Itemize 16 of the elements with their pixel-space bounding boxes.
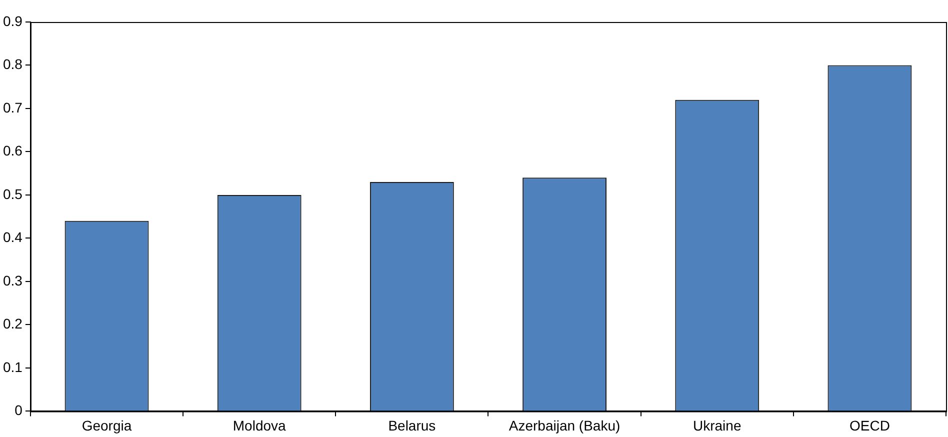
x-tick-label: Azerbaijan (Baku) [508,417,620,434]
y-tick-label: 0.1 [2,358,23,375]
y-tick-label: 0.4 [2,229,23,246]
x-tick-label: OECD [849,417,890,434]
y-tick-label: 0 [14,402,23,418]
x-tick-label: Georgia [82,417,132,434]
x-tick-label: Belarus [388,417,436,434]
y-tick-label: 0.2 [2,316,23,332]
y-tick-label: 0.9 [2,12,23,29]
x-tick-label: Ukraine [692,417,742,434]
y-tick-label: 0.3 [2,272,23,288]
y-tick-label: 0.7 [2,99,23,116]
x-tick-label: Moldova [232,417,286,434]
y-tick-label: 0.8 [2,56,23,72]
y-tick-label: 0.6 [2,142,23,159]
y-tick-label: 0.5 [2,186,23,202]
